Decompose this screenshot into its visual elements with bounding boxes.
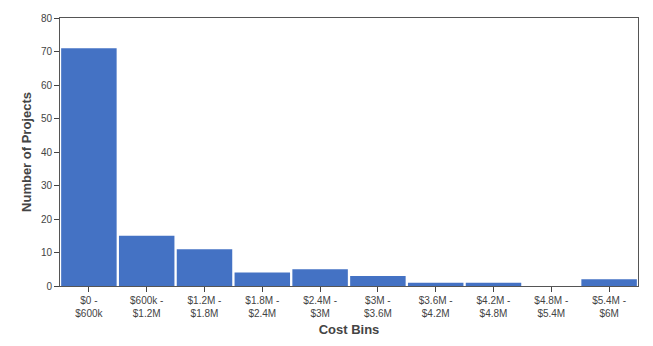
- svg-text:70: 70: [41, 46, 53, 57]
- svg-text:$4.2M -$4.8M: $4.2M -$4.8M: [477, 295, 511, 319]
- svg-text:$1.8M -$2.4M: $1.8M -$2.4M: [245, 295, 279, 319]
- svg-text:$3M -$3.6M: $3M -$3.6M: [364, 295, 392, 319]
- svg-text:60: 60: [41, 80, 53, 91]
- svg-text:$600k -$1.2M: $600k -$1.2M: [130, 295, 163, 319]
- svg-text:0: 0: [46, 281, 52, 292]
- svg-text:50: 50: [41, 113, 53, 124]
- svg-text:40: 40: [41, 147, 53, 158]
- svg-text:30: 30: [41, 180, 53, 191]
- svg-text:$3.6M -$4.2M: $3.6M -$4.2M: [419, 295, 453, 319]
- svg-text:$1.2M -$1.8M: $1.2M -$1.8M: [188, 295, 222, 319]
- svg-text:20: 20: [41, 214, 53, 225]
- svg-text:Cost Bins: Cost Bins: [319, 322, 380, 337]
- svg-text:$2.4M -$3M: $2.4M -$3M: [303, 295, 337, 319]
- svg-text:80: 80: [41, 13, 53, 24]
- svg-text:$5.4M -$6M: $5.4M -$6M: [592, 295, 626, 319]
- svg-text:Number of Projects: Number of Projects: [19, 92, 34, 212]
- svg-text:$4.8M -$5.4M: $4.8M -$5.4M: [534, 295, 568, 319]
- svg-text:$0 -$600k: $0 -$600k: [75, 295, 103, 319]
- svg-text:10: 10: [41, 247, 53, 258]
